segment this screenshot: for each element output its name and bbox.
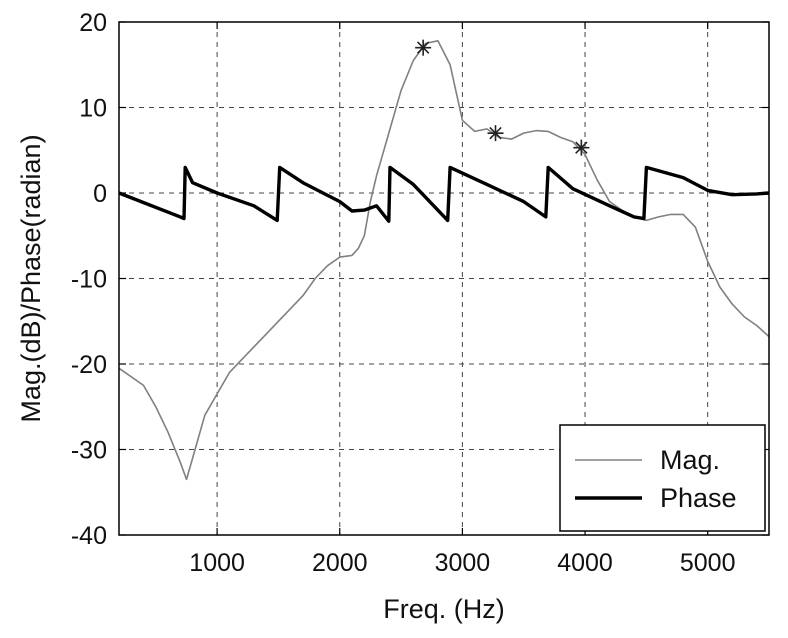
y-tick-label: -20	[71, 351, 107, 379]
x-tick-label: 5000	[680, 549, 736, 577]
x-tick-label: 3000	[435, 549, 491, 577]
asterisk-marker	[573, 139, 590, 156]
y-tick-label: -40	[71, 522, 107, 550]
legend-box	[559, 424, 766, 532]
y-tick-label: -10	[71, 266, 107, 294]
y-tick-label: 0	[93, 180, 107, 208]
x-tick-labels: 1000 2000 3000 4000 5000	[189, 549, 735, 577]
y-tick-label: 10	[79, 95, 107, 123]
y-tick-labels: -40 -30 -20 -10 0 10 20	[71, 9, 107, 550]
series-line-phase	[118, 165, 770, 223]
asterisk-marker	[487, 125, 504, 142]
y-tick-label: -30	[71, 437, 107, 465]
series-layer	[118, 40, 770, 481]
x-axis-label: Freq. (Hz)	[383, 594, 505, 624]
asterisk-marker	[415, 39, 432, 56]
legend-label-mag: Mag.	[660, 445, 720, 475]
series-line-mag	[118, 40, 770, 481]
x-tick-label: 2000	[312, 549, 368, 577]
x-tick-label: 4000	[557, 549, 613, 577]
y-axis-label: Mag.(dB)/Phase(radian)	[16, 134, 46, 422]
legend-label-phase: Phase	[660, 483, 737, 513]
legend: Mag. Phase	[559, 424, 766, 532]
y-tick-label: 20	[79, 9, 107, 37]
x-tick-label: 1000	[189, 549, 245, 577]
marker-layer	[415, 39, 590, 156]
